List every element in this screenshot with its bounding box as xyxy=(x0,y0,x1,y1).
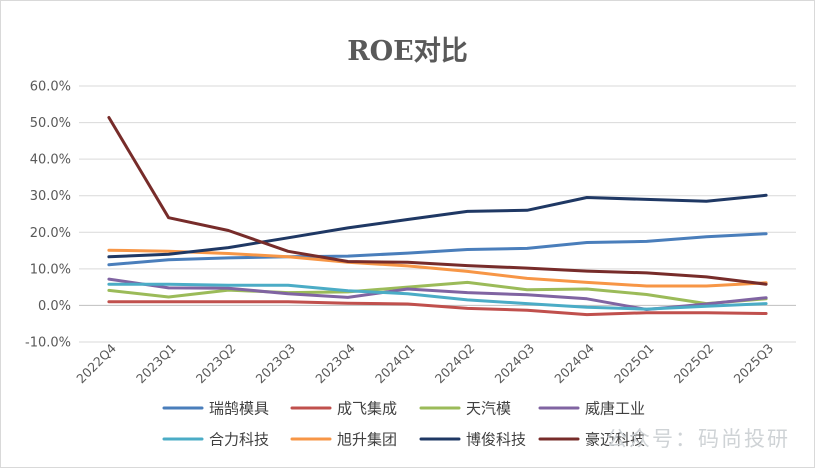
x-tick-label: 2023Q1 xyxy=(133,341,179,387)
series-line xyxy=(107,116,768,286)
legend-label: 成飞集成 xyxy=(337,400,397,418)
x-tick-label: 2023Q4 xyxy=(312,340,358,386)
y-tick-label: 60.0% xyxy=(30,80,71,95)
legend-label: 博俊科技 xyxy=(466,431,526,449)
y-tick-label: -10.0% xyxy=(25,336,71,351)
x-tick-label: 2025Q2 xyxy=(671,341,717,387)
legend-label: 天汽模 xyxy=(466,400,511,418)
x-tick-label: 2024Q3 xyxy=(492,341,538,387)
series-line xyxy=(107,300,768,317)
series-line xyxy=(107,193,768,259)
x-tick-label: 2022Q4 xyxy=(73,340,119,386)
y-tick-label: 20.0% xyxy=(30,226,71,241)
legend-label: 合力科技 xyxy=(209,431,269,449)
chart-title: ROE对比 xyxy=(347,36,468,67)
legend-label: 威唐工业 xyxy=(585,400,645,418)
y-tick-label: 0.0% xyxy=(38,299,71,314)
series-line xyxy=(107,280,768,306)
x-tick-label: 2024Q4 xyxy=(551,340,597,386)
watermark-text: 公众号：码尚投研 xyxy=(606,427,790,451)
legend-label: 瑞鹄模具 xyxy=(209,400,269,418)
y-tick-label: 50.0% xyxy=(30,116,71,131)
y-tick-label: 30.0% xyxy=(30,189,71,204)
x-tick-label: 2024Q2 xyxy=(432,341,478,387)
x-tick-label: 2023Q2 xyxy=(193,341,239,387)
series-line xyxy=(107,248,768,288)
series-line xyxy=(107,282,768,311)
legend-label: 豪迈科技 xyxy=(585,431,645,449)
legend-label: 旭升集团 xyxy=(337,431,397,449)
y-tick-label: 10.0% xyxy=(30,262,71,277)
x-tick-label: 2025Q3 xyxy=(731,341,777,387)
y-tick-label: 40.0% xyxy=(30,153,71,168)
series-line xyxy=(107,232,768,267)
x-tick-label: 2024Q1 xyxy=(372,341,418,387)
x-tick-label: 2025Q1 xyxy=(611,341,657,387)
x-tick-label: 2023Q3 xyxy=(253,341,299,387)
